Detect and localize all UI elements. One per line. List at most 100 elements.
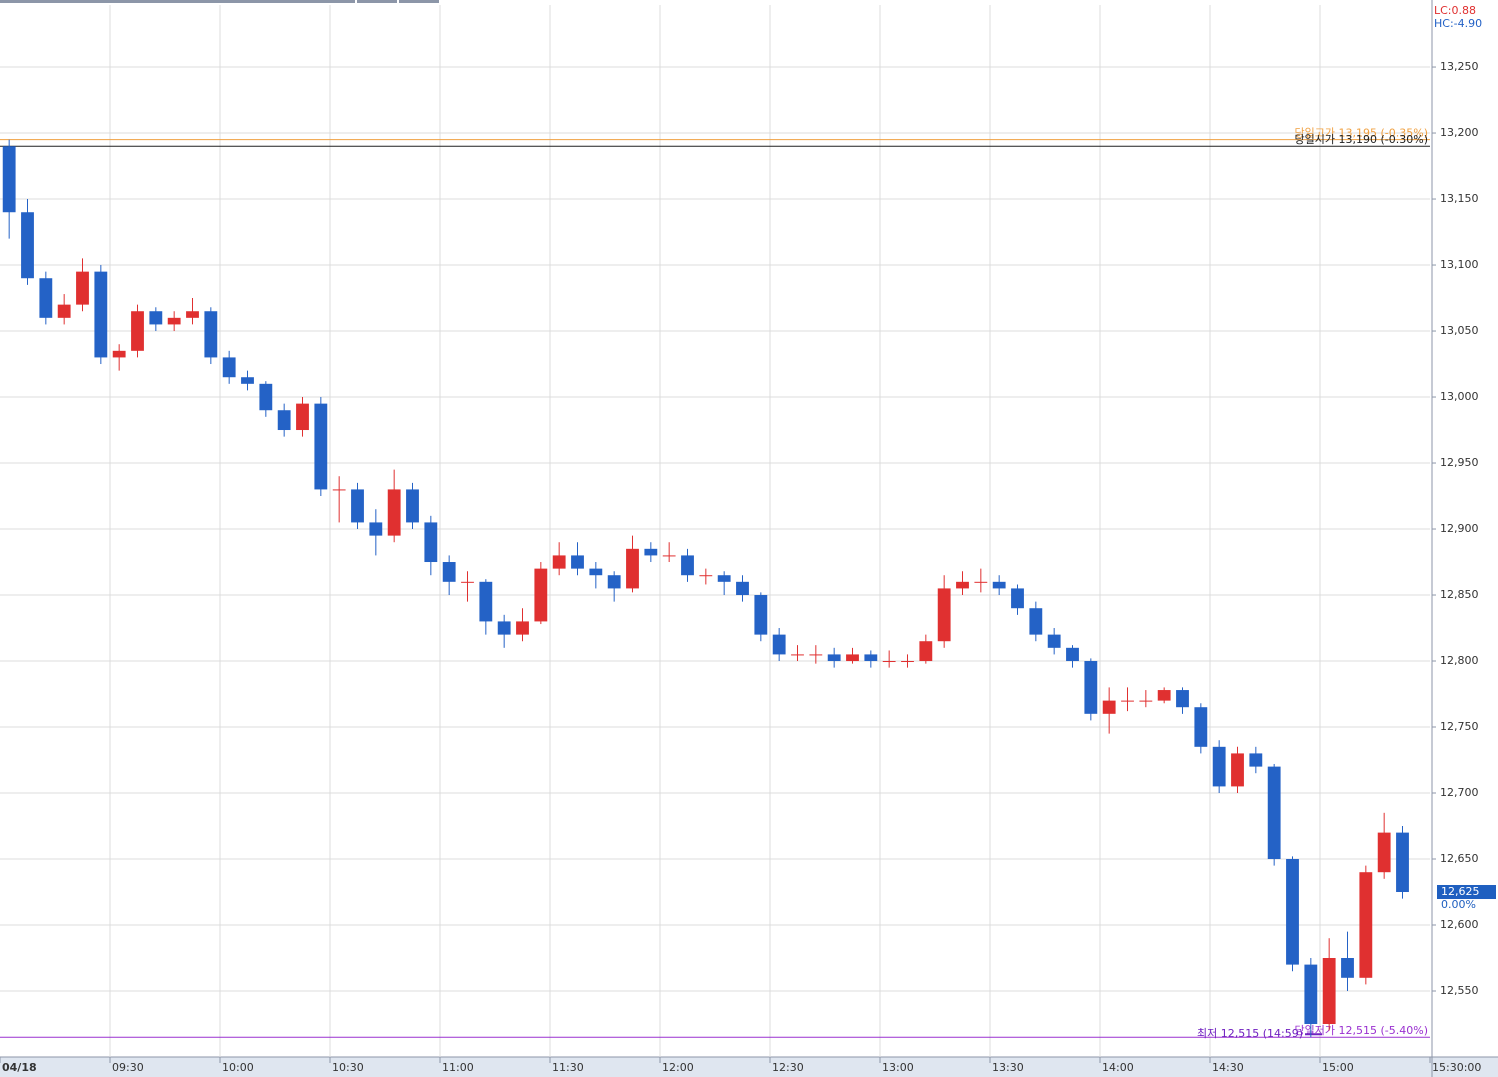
y-tick-label: 12,650 <box>1440 852 1479 865</box>
hc-label: HC:-4.90 <box>1434 17 1482 30</box>
y-tick-label: 13,150 <box>1440 192 1479 205</box>
candle-body <box>39 278 53 318</box>
y-tick-label: 12,850 <box>1440 588 1479 601</box>
x-tick-label: 14:00 <box>1102 1061 1134 1074</box>
candle-body <box>607 575 621 589</box>
current-change-label: 0.00% <box>1441 898 1476 911</box>
candle-body <box>974 581 988 583</box>
candle-body <box>516 621 529 635</box>
candle-body <box>882 661 896 663</box>
y-tick-label: 13,250 <box>1440 60 1479 73</box>
candle-body <box>1121 700 1134 702</box>
y-tick-label: 13,050 <box>1440 324 1479 337</box>
tab <box>357 0 397 3</box>
candle-body <box>571 555 584 569</box>
candle-body <box>479 581 493 622</box>
x-tick-label: 11:30 <box>552 1061 584 1074</box>
candle-body <box>1176 690 1189 708</box>
candle-body <box>424 522 438 563</box>
y-tick-label: 12,900 <box>1440 522 1479 535</box>
x-tick-label: 13:00 <box>882 1061 914 1074</box>
y-tick-label: 13,000 <box>1440 390 1479 403</box>
candle-body <box>186 311 199 318</box>
candle-body <box>351 489 364 523</box>
y-tick-label: 13,200 <box>1440 126 1479 139</box>
candle-body <box>662 555 676 557</box>
candle-body <box>534 568 548 622</box>
candle-body <box>1084 661 1098 714</box>
low-note: 최저 12,515 (14:59) <box>1197 1027 1303 1040</box>
y-tick-label: 12,700 <box>1440 786 1479 799</box>
candle-body <box>369 522 383 536</box>
candle-body <box>1139 700 1153 702</box>
candle-body <box>846 654 859 662</box>
current-price-box <box>1437 885 1496 900</box>
x-tick-label: 10:30 <box>332 1061 364 1074</box>
candle-body <box>1194 707 1208 747</box>
x-tick-label: 14:30 <box>1212 1061 1244 1074</box>
reference-label: 당일고가 13,195 (-0.35%) <box>1295 126 1428 140</box>
candle-body <box>736 581 749 596</box>
reference-label: 당일저가 12,515 (-5.40%) <box>1295 1023 1428 1037</box>
candle-body <box>94 271 108 358</box>
x-tick-label: 15:30:00 <box>1432 1061 1481 1074</box>
candle-body <box>112 350 126 358</box>
x-tick-label: 15:00 <box>1322 1061 1354 1074</box>
x-tick-label: 09:30 <box>112 1061 144 1074</box>
candle-body <box>296 403 309 431</box>
y-tick-label: 12,800 <box>1440 654 1479 667</box>
candle-body <box>1011 588 1024 609</box>
candle-body <box>1359 872 1373 978</box>
candle-body <box>332 489 346 491</box>
candle-body <box>992 581 1006 589</box>
candle-body <box>1047 634 1061 648</box>
candle-body <box>406 489 419 523</box>
candle-body <box>76 271 89 305</box>
candle-body <box>21 212 34 279</box>
candle-body <box>149 311 163 325</box>
candle-body <box>497 621 511 635</box>
candle-body <box>131 311 144 351</box>
candle-body <box>314 403 328 490</box>
candle-body <box>626 548 639 589</box>
candle-body <box>644 548 658 556</box>
candle-body <box>277 410 291 431</box>
candle-body <box>552 555 566 569</box>
candle-body <box>901 661 914 663</box>
candle-body <box>1304 964 1318 1025</box>
tab <box>399 0 439 3</box>
tab <box>0 0 355 3</box>
candle-body <box>864 654 878 662</box>
candle-body <box>956 581 969 589</box>
candle-body <box>809 654 823 656</box>
candle-body <box>827 654 841 662</box>
candle-body <box>717 575 731 582</box>
candle-body <box>754 595 768 635</box>
candle-body <box>919 641 933 662</box>
candle-body <box>204 311 218 358</box>
candle-body <box>241 377 254 384</box>
candle-body <box>791 654 804 656</box>
candle-body <box>57 304 71 318</box>
candle-body <box>681 555 694 576</box>
candle-body <box>259 383 273 411</box>
candle-body <box>1249 753 1263 767</box>
y-tick-label: 13,100 <box>1440 258 1479 271</box>
candle-body <box>589 568 603 576</box>
candle-body <box>699 575 713 577</box>
candle-body <box>387 489 401 536</box>
candle-body <box>2 146 16 213</box>
candle-body <box>1231 753 1244 787</box>
candle-body <box>461 581 474 583</box>
candle-body <box>937 588 951 642</box>
x-tick-label: 10:00 <box>222 1061 254 1074</box>
candle-body <box>1029 608 1043 635</box>
x-tick-label: 12:00 <box>662 1061 694 1074</box>
candle-body <box>1341 958 1354 978</box>
candle-body <box>772 634 786 655</box>
y-tick-label: 12,600 <box>1440 918 1479 931</box>
candle-body <box>1066 647 1079 662</box>
candle-body <box>1157 690 1171 701</box>
